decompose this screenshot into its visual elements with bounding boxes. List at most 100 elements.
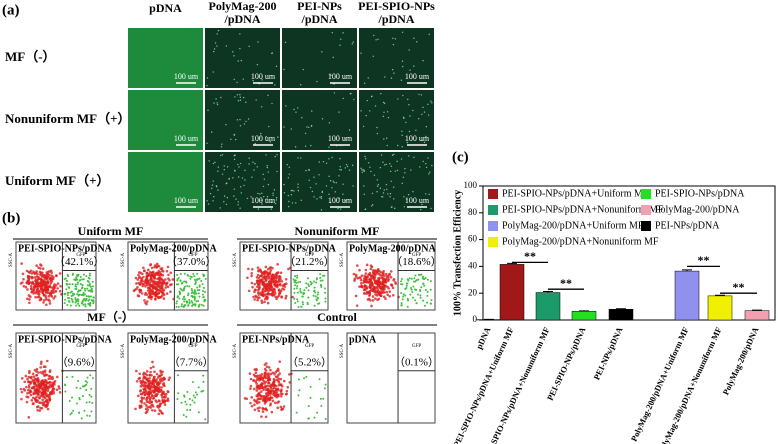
gfp-event [77,302,80,305]
cell-event [159,402,163,406]
gfp-event [294,301,297,304]
gfp-event [70,412,73,415]
cell-dot [423,141,426,143]
gfp-event [77,281,80,284]
gfp-event [183,300,186,303]
cell-event [42,402,46,406]
cell-dot [228,177,230,180]
cell-event [144,407,148,411]
bar [674,270,700,321]
cell-dot [338,111,340,113]
gate-label: GFP [412,253,421,258]
gfp-event [194,283,197,286]
cell-dot [403,196,405,198]
cell-dot [259,193,261,195]
legend-label: PEI-NPs/pDNA [655,220,720,231]
cell-event [277,379,280,383]
gfp-event [193,290,196,293]
gfp-event [88,393,91,396]
cell-dot [382,101,385,104]
cell-dot [294,146,297,148]
cell-event [161,396,164,399]
cell-event [355,264,359,267]
cell-event [276,263,279,266]
gfp-event [198,277,201,280]
cell-event [391,293,395,297]
cell-event [35,395,38,399]
cell-dot [253,169,255,171]
cell-event [373,272,377,276]
cell-event [46,389,50,393]
cell-event [263,270,267,274]
column-header: PEI-SPIO-NPs [358,0,435,13]
cell-dot [380,92,382,95]
gfp-event [193,303,196,306]
cell-event [41,372,45,375]
gfp-event [91,280,94,283]
gfp-event [86,414,89,417]
gfp-event [405,282,408,285]
cell-dot [220,154,222,157]
cell-dot [216,45,218,47]
cell-event [255,389,259,392]
cell-dot [431,102,433,104]
gfp-event [202,289,205,292]
cell-dot [287,194,289,197]
cell-dot [257,192,259,195]
cell-dot [361,169,363,171]
cell-event [30,282,34,285]
legend-swatch [488,189,498,199]
cell-dot [275,197,278,199]
cell-dot [364,158,367,160]
cell-event [148,382,151,386]
cell-event [28,298,31,301]
cell-dot [413,156,415,159]
cell-dot [408,155,410,157]
cell-dot [220,96,222,99]
gfp-event [79,289,82,292]
cell-dot [208,160,210,162]
gfp-event [88,289,91,292]
cell-dot [277,136,279,138]
gfp-event [202,304,205,307]
cell-dot [425,200,427,202]
gfp-event [83,409,86,412]
cell-dot [223,168,225,171]
cell-event [255,374,258,378]
gfp-event [417,278,420,281]
gfp-event [319,279,322,282]
cell-dot [421,113,423,116]
cell-event [358,268,361,272]
cell-event [27,375,31,379]
cell-event [274,295,277,299]
cell-event [42,365,46,369]
cell-event [142,275,145,279]
cell-dot [207,203,210,205]
cell-event [160,377,163,380]
cell-dot [254,143,256,145]
cell-event [165,292,169,295]
cell-dot [401,134,403,137]
cell-dot [239,33,241,35]
cell-dot [293,108,295,111]
cell-dot [244,169,246,172]
cell-event [156,386,159,390]
gfp-percent: （37.0%） [166,255,216,268]
cell-event [147,392,151,395]
gfp-event [319,273,322,276]
cell-dot [348,129,351,131]
cell-dot [260,199,262,201]
cell-dot [390,77,393,79]
gfp-event [191,295,194,298]
gfp-event [318,302,321,305]
cell-event [29,381,33,384]
cell-event [157,381,160,384]
cell-event [255,382,258,385]
cell-event [370,265,374,269]
cell-event [253,290,256,294]
gfp-event [183,287,186,290]
cell-event [33,382,37,386]
cell-event [37,382,40,385]
row-label: MF（-） [5,49,56,64]
cell-dot [217,170,219,172]
